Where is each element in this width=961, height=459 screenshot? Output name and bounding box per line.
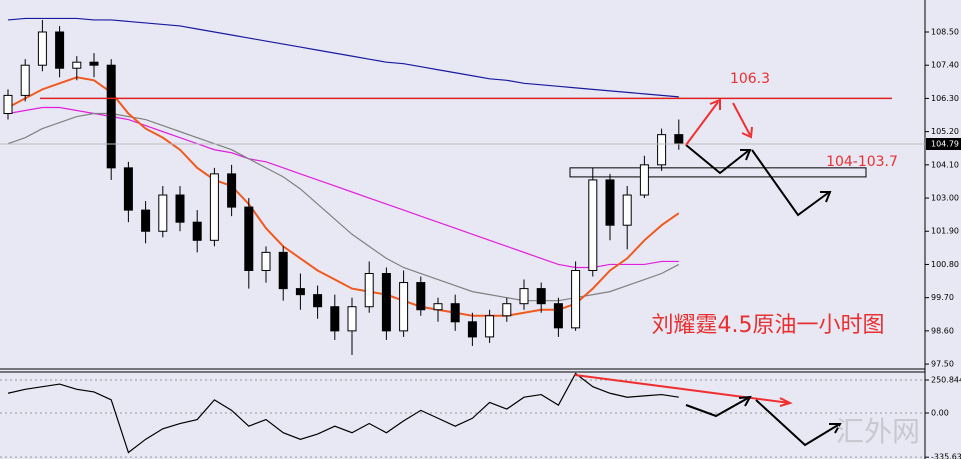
support-zone	[569, 167, 867, 178]
y-tick-label: 250.844	[931, 375, 961, 384]
candle-body	[278, 251, 288, 290]
candle-body	[227, 173, 237, 208]
candle-body	[141, 209, 151, 232]
candle-body	[37, 31, 47, 66]
candle-body	[571, 269, 581, 329]
y-tick-label: 107.40	[931, 61, 959, 70]
candle-body	[467, 321, 477, 338]
candle-body	[123, 167, 133, 211]
candle-body	[381, 273, 391, 332]
candle-body	[588, 179, 598, 271]
y-tick-label: 106.30	[931, 94, 959, 103]
last-price-box	[926, 138, 961, 150]
series-line	[7, 17, 679, 98]
series-line	[7, 106, 679, 269]
candle-body	[519, 288, 529, 305]
chart-title: 刘耀霆4.5原油一小时图	[652, 313, 885, 338]
candle-body	[158, 194, 168, 232]
candle-body	[657, 134, 667, 166]
candle-body	[553, 303, 563, 329]
candle-body	[416, 282, 426, 311]
arrows	[574, 98, 842, 447]
candle-body	[485, 315, 495, 338]
y-tick-label: 108.50	[931, 28, 959, 37]
candle-body	[295, 288, 305, 296]
candle-body	[55, 31, 65, 69]
y-tick-label: -335.63	[931, 453, 961, 459]
candle-body	[622, 194, 632, 226]
candle-body	[3, 94, 13, 115]
watermark: 汇外网	[836, 415, 920, 448]
y-tick-label: 0.00	[931, 409, 949, 418]
y-tick-label: 100.80	[931, 260, 959, 269]
candle-body	[674, 134, 684, 145]
series-line	[7, 112, 680, 302]
candle-body	[209, 173, 219, 241]
y-tick-label: 97.50	[931, 360, 954, 369]
candle-body	[433, 303, 443, 311]
candle-body	[192, 221, 202, 241]
candle-body	[20, 64, 30, 96]
candle-body	[399, 282, 409, 332]
candle-body	[72, 61, 82, 69]
candle-body	[502, 303, 512, 317]
series-line	[7, 76, 680, 317]
candle-body	[89, 61, 99, 66]
y-tick-label: 103.00	[931, 194, 959, 203]
candle-body	[244, 206, 254, 271]
candle-body	[347, 306, 357, 332]
y-tick-label: 104.10	[931, 160, 959, 169]
candle-body	[313, 294, 323, 308]
candle-body	[261, 251, 271, 271]
support-label: 104-103.7	[826, 154, 898, 170]
resistance-label: 106.3	[730, 71, 770, 87]
candle-body	[536, 288, 546, 305]
last-price-label: 104.79	[931, 140, 959, 149]
candle-body	[330, 306, 340, 332]
candle-body	[175, 194, 185, 223]
candle-body	[106, 64, 116, 169]
y-tick-label: 98.60	[931, 326, 954, 335]
series-line	[7, 372, 679, 454]
candle-body	[639, 164, 649, 196]
y-tick-label: 101.90	[931, 227, 959, 236]
y-tick-label: 99.70	[931, 293, 954, 302]
candle-body	[605, 179, 615, 226]
candle-body	[364, 273, 374, 308]
y-tick-label: 105.20	[931, 127, 959, 136]
candle-body	[450, 303, 460, 323]
